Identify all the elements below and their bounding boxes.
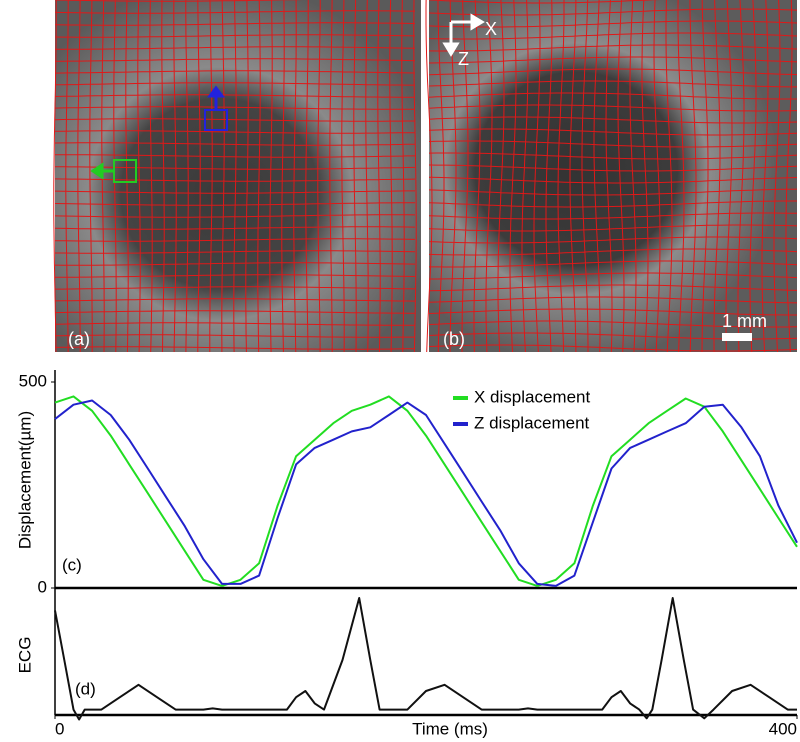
- arrow: [90, 162, 114, 180]
- panel-label: (a): [68, 329, 90, 349]
- y-tick-label: 500: [19, 371, 47, 390]
- x-tick-label: 0: [55, 719, 64, 738]
- y-axis-label: Displacement(µm): [15, 411, 34, 549]
- legend-label: X displacement: [474, 387, 591, 406]
- data-line: [54, 399, 798, 587]
- axis-label: X: [485, 19, 497, 39]
- deformation-grid: [425, 0, 798, 353]
- scale-bar: [722, 333, 752, 341]
- data-line: [54, 395, 798, 587]
- image-b: [429, 0, 797, 352]
- data-line: [54, 597, 797, 721]
- panel-label: (b): [443, 329, 465, 349]
- y-tick-label: 0: [38, 577, 47, 596]
- legend-label: Z displacement: [474, 413, 590, 432]
- panel-label: (d): [75, 679, 96, 698]
- x-tick-label: 400: [769, 719, 797, 738]
- axes-icon: [442, 13, 485, 57]
- grid-lines: [425, 0, 798, 353]
- y-axis-label: ECG: [15, 637, 34, 674]
- axis-label: Z: [458, 49, 469, 69]
- panel-a: (a): [53, 0, 421, 353]
- arrow: [207, 85, 225, 110]
- panel-label: (c): [62, 555, 82, 574]
- grid-lines: [53, 0, 417, 353]
- panel-b: X Z 1 mm (b): [425, 0, 798, 353]
- x-axis-label: Time (ms): [412, 719, 488, 738]
- deformation-grid: [53, 0, 417, 353]
- scale-label: 1 mm: [722, 311, 767, 331]
